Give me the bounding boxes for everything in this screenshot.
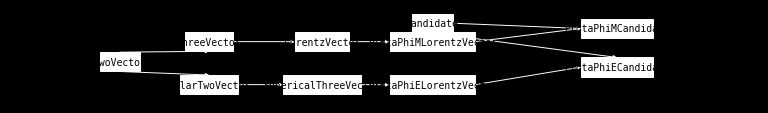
- FancyBboxPatch shape: [295, 33, 349, 52]
- FancyBboxPatch shape: [581, 20, 653, 39]
- Text: PtEtaPhiMLorentzVector: PtEtaPhiMLorentzVector: [368, 37, 497, 47]
- FancyBboxPatch shape: [283, 75, 362, 94]
- Text: TwoVector: TwoVector: [94, 57, 146, 67]
- Text: PtEtaPhiELorentzVector: PtEtaPhiELorentzVector: [368, 80, 497, 90]
- Text: Candidate: Candidate: [406, 19, 458, 29]
- Text: PtEtaPhiECandidate: PtEtaPhiECandidate: [564, 63, 670, 72]
- Text: SphericalThreeVector: SphericalThreeVector: [263, 80, 381, 90]
- FancyBboxPatch shape: [389, 75, 475, 94]
- Text: LorentzVector: LorentzVector: [284, 37, 360, 47]
- Text: PtEtaPhiMCandidate: PtEtaPhiMCandidate: [564, 24, 670, 34]
- Text: ThreeVector: ThreeVector: [177, 37, 241, 47]
- FancyBboxPatch shape: [180, 75, 238, 94]
- Text: PolarTwoVector: PolarTwoVector: [168, 80, 250, 90]
- FancyBboxPatch shape: [389, 33, 475, 52]
- FancyBboxPatch shape: [581, 58, 653, 77]
- FancyBboxPatch shape: [100, 53, 140, 72]
- FancyBboxPatch shape: [185, 33, 233, 52]
- FancyBboxPatch shape: [412, 14, 452, 34]
